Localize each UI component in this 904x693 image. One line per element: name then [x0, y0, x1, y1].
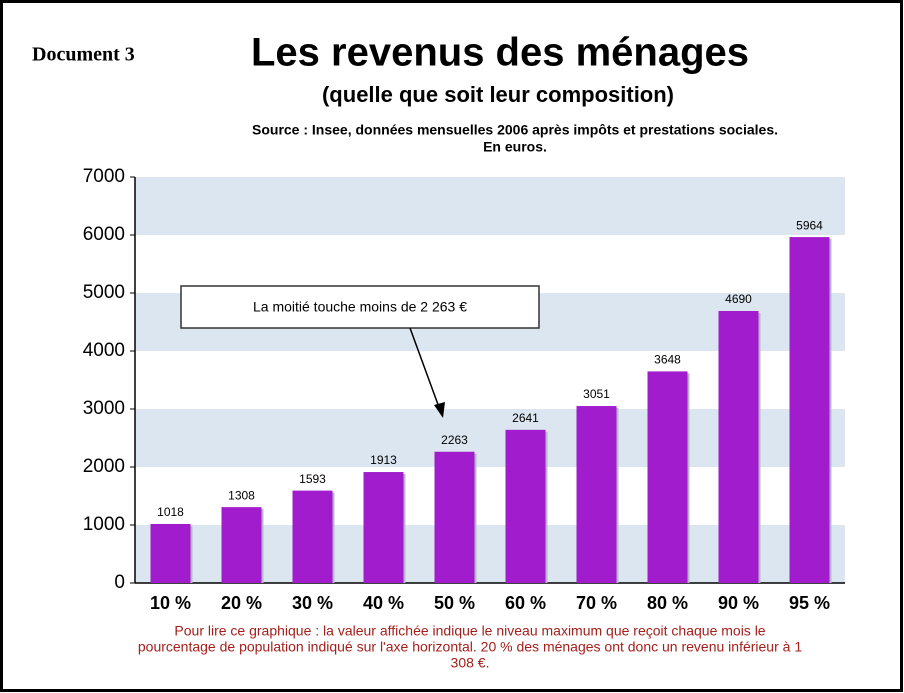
- x-tick-label: 50 %: [434, 593, 475, 613]
- chart-title: Les revenus des ménages: [251, 31, 749, 75]
- x-tick-label: 90 %: [718, 593, 759, 613]
- bar: [150, 523, 191, 583]
- value-label: 1308: [228, 488, 255, 502]
- arrow: [409, 327, 441, 411]
- note: 308 €.: [451, 655, 490, 671]
- y-tick-label: 3000: [83, 398, 125, 419]
- x-tick-label: 40 %: [363, 593, 404, 613]
- y-tick-label: 5000: [83, 282, 125, 303]
- arrow-head: [434, 402, 445, 418]
- bar: [363, 472, 404, 583]
- y-tick-label: 4000: [83, 340, 125, 361]
- value-label: 3648: [654, 353, 681, 367]
- x-tick-label: 20 %: [221, 593, 262, 613]
- document-label: Document 3: [32, 44, 135, 66]
- value-label: 1018: [157, 505, 184, 519]
- x-tick-label: 60 %: [505, 593, 546, 613]
- y-tick-label: 0: [114, 572, 125, 593]
- x-tick-label: 95 %: [789, 593, 830, 613]
- plot: 0 1000 2000 3000 4000 5000 6000 7000 10 % 1018 20 …: [83, 166, 845, 613]
- source: En euros.: [483, 139, 547, 155]
- bar: [647, 371, 688, 583]
- value-label: 3051: [583, 387, 610, 401]
- chart-subtitle: (quelle que soit leur composition): [322, 82, 674, 107]
- y-tick-label: 1000: [83, 514, 125, 535]
- bar: [292, 490, 333, 583]
- y-tick-label: 7000: [83, 166, 125, 187]
- bar: [576, 406, 617, 583]
- bar: [718, 310, 759, 583]
- value-label: 1913: [370, 453, 397, 467]
- x-tick-label: 80 %: [647, 593, 688, 613]
- y-tick-label: 2000: [83, 456, 125, 477]
- note: Pour lire ce graphique : la valeur affic…: [174, 623, 765, 639]
- value-label: 5964: [796, 218, 823, 232]
- annotation: La moitié touche moins de 2 263 €: [253, 299, 467, 315]
- x-tick-label: 30 %: [292, 593, 333, 613]
- annotation-box: [180, 285, 540, 329]
- x-tick-label: 10 %: [150, 593, 191, 613]
- bar: [505, 429, 546, 583]
- grid-band: [135, 177, 845, 235]
- value-label: 2263: [441, 433, 468, 447]
- y-tick-label: 6000: [83, 224, 125, 245]
- value-label: 4690: [725, 292, 752, 306]
- value-label: 2641: [512, 411, 539, 425]
- source: Source : Insee, données mensuelles 2006 …: [252, 122, 778, 138]
- value-label: 1593: [299, 472, 326, 486]
- x-tick-label: 70 %: [576, 593, 617, 613]
- note: pourcentage de population indiqué sur l'…: [138, 639, 802, 655]
- bar: [221, 507, 262, 583]
- bar: [434, 451, 475, 583]
- bar: [789, 237, 830, 583]
